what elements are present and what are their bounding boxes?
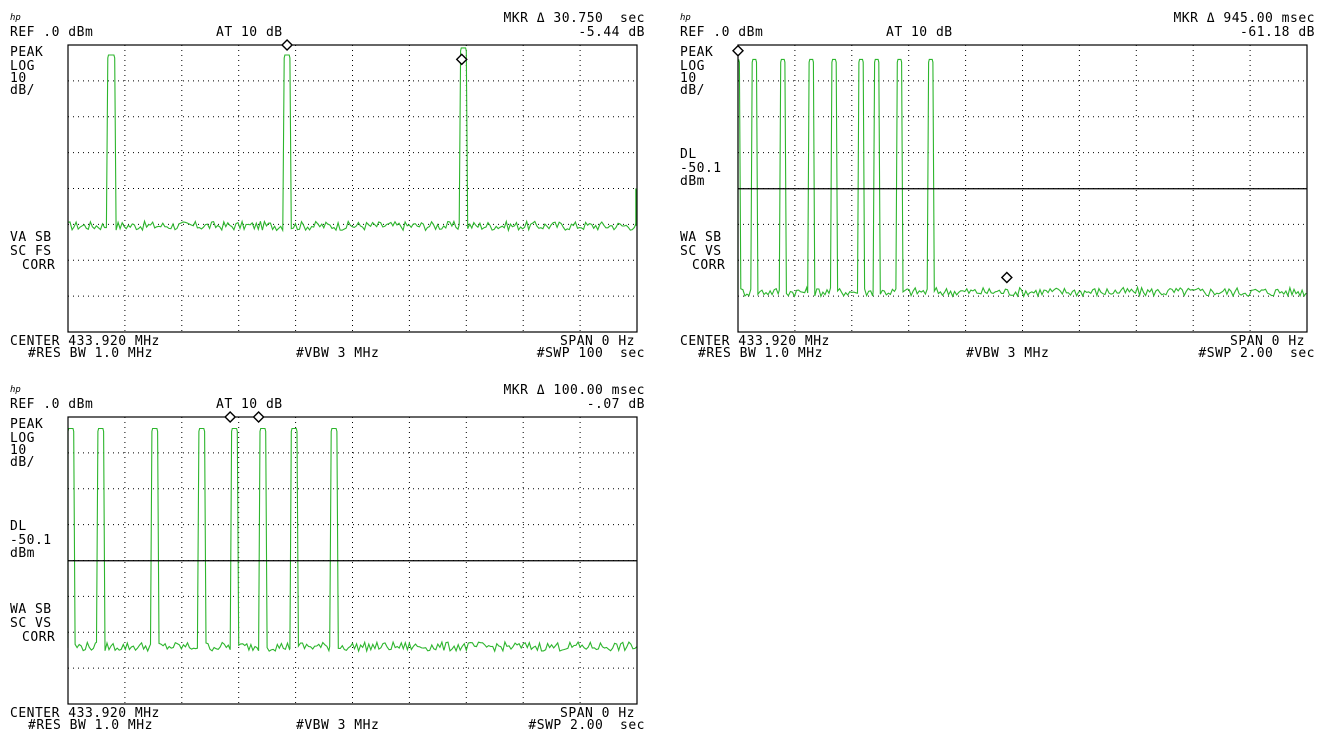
span: SPAN 0 Hz [1230,334,1305,349]
sweep-time: #SWP 2.00 sec [528,718,645,733]
scale-value: 10 [680,71,697,86]
display-line-unit: dBm [10,546,35,561]
hp-logo: hp [10,13,21,23]
center-frequency: CENTER 433.920 MHz [10,334,160,349]
display-line-unit: dBm [680,174,705,189]
graticule-frame [67,44,638,333]
video-bandwidth: #VBW 3 MHz [966,346,1050,361]
sweep-time: #SWP 100 sec [536,346,645,361]
marker-delta-label: MKR Δ 945.00 msec [1173,11,1315,26]
scale-unit: dB/ [680,83,705,98]
scale-label: LOG [10,59,35,74]
trace-series [737,58,1307,299]
hp-logo: hp [10,385,21,395]
status-line-1: VA SB [10,230,52,245]
marker-diamond [252,411,265,423]
display-line-label: DL [680,147,697,162]
detector-label: PEAK [680,45,714,60]
trace-series [67,427,638,654]
status-line-3: CORR [692,258,726,273]
marker-delta-label: MKR Δ 30.750 sec [503,11,645,26]
ref-level: REF .0 dBm [680,25,764,40]
resolution-bandwidth: #RES BW 1.0 MHz [28,718,153,733]
marker-delta-value: -.07 dB [586,397,645,412]
scale-value: 10 [10,443,27,458]
graticule-frame [67,416,638,705]
hp-logo: hp [680,13,691,23]
marker-diamond [455,53,468,66]
detector-label: PEAK [10,417,44,432]
status-line-1: WA SB [680,230,722,245]
span: SPAN 0 Hz [560,334,635,349]
status-line-3: CORR [22,258,56,273]
trace-series [67,47,637,233]
status-line-3: CORR [22,630,56,645]
attenuation: AT 10 dB [886,25,953,40]
scale-unit: dB/ [10,83,35,98]
marker-diamond [732,44,744,57]
status-line-2: SC FS [10,244,52,259]
video-bandwidth: #VBW 3 MHz [296,718,380,733]
status-line-1: WA SB [10,602,52,617]
marker-diamond [224,411,237,423]
scale-label: LOG [680,59,705,74]
display-line-value: -50.1 [10,533,52,548]
scale-unit: dB/ [10,455,35,470]
display-line-label: DL [10,519,27,534]
center-frequency: CENTER 433.920 MHz [10,706,160,721]
marker-delta-value: -61.18 dB [1240,25,1315,40]
trace-plot [67,39,638,333]
resolution-bandwidth: #RES BW 1.0 MHz [698,346,823,361]
attenuation: AT 10 dB [216,25,283,40]
resolution-bandwidth: #RES BW 1.0 MHz [28,346,153,361]
video-bandwidth: #VBW 3 MHz [296,346,380,361]
marker-diamond [1000,271,1013,284]
span: SPAN 0 Hz [560,706,635,721]
trace-plot [67,411,638,705]
ref-level: REF .0 dBm [10,25,94,40]
status-line-2: SC VS [680,244,722,259]
display-line-value: -50.1 [680,161,722,176]
attenuation: AT 10 dB [216,397,283,412]
sweep-time: #SWP 2.00 sec [1198,346,1315,361]
graticule-frame [737,44,1308,333]
analyzer-display-3: hp REF .0 dBm AT 10 dB MKR Δ 100.00 msec -.0… [0,372,650,737]
status-line-2: SC VS [10,616,52,631]
scale-label: LOG [10,431,35,446]
analyzer-display-2: hp REF .0 dBm AT 10 dB MKR Δ 945.00 msec -61… [670,0,1320,365]
detector-label: PEAK [10,45,44,60]
analyzer-display-1: hp REF .0 dBm AT 10 dB MKR Δ 30.750 sec -5.4… [0,0,650,365]
marker-delta-value: -5.44 dB [578,25,645,40]
scale-value: 10 [10,71,27,86]
marker-delta-label: MKR Δ 100.00 msec [503,383,645,398]
ref-level: REF .0 dBm [10,397,94,412]
trace-plot [732,44,1308,333]
marker-diamond [281,39,294,51]
center-frequency: CENTER 433.920 MHz [680,334,830,349]
